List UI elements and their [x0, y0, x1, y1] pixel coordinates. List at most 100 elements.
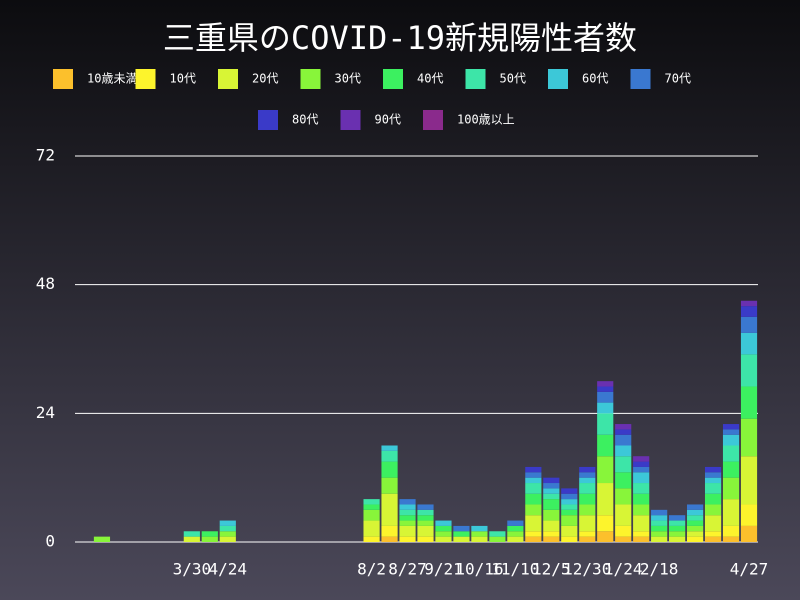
bar-segment [633, 493, 650, 505]
legend-swatch [218, 69, 238, 89]
bar-segment [489, 531, 506, 537]
bar-segment [381, 445, 398, 451]
bar-segment [543, 536, 560, 542]
x-tick-label: 4/24 [209, 560, 248, 579]
bar-segment [471, 536, 488, 542]
bar-segment [722, 445, 740, 462]
bar-segment [722, 536, 740, 542]
x-tick-label: 12/5 [532, 560, 571, 579]
bar-segment [651, 520, 668, 526]
bar-segment [417, 520, 434, 526]
bar-segment [597, 402, 614, 414]
bar-segment [579, 466, 596, 473]
bar-segment [579, 515, 596, 532]
bar-segment [525, 477, 542, 484]
legend-label: 50代 [500, 72, 526, 86]
bar-segment [399, 515, 416, 521]
bar-segment [183, 531, 200, 537]
bar-segment [633, 472, 650, 484]
bar-segment [381, 477, 398, 494]
bar-segment [669, 515, 686, 521]
bar-segment [740, 332, 758, 355]
bar-segment [633, 483, 650, 494]
bar-segment [651, 531, 668, 537]
bar-segment [507, 536, 524, 542]
bar-segment [507, 520, 524, 526]
bar-segment [363, 509, 380, 521]
legend-label: 90代 [375, 113, 401, 127]
bar-segment [525, 483, 542, 494]
bar-segment [651, 536, 668, 542]
bar-segment [417, 504, 434, 510]
bar-segment [651, 515, 668, 521]
bar-segment [525, 531, 542, 537]
bar-segment [183, 536, 200, 542]
bar-segment [201, 531, 218, 537]
legend-swatch [258, 110, 278, 130]
bar-segment [722, 477, 740, 500]
bar-segment [669, 525, 686, 532]
bar-segment [615, 536, 632, 542]
x-tick-label: 2/18 [640, 560, 679, 579]
bar-segment [525, 493, 542, 505]
bar-segment [399, 504, 416, 510]
bar-segment [687, 536, 704, 542]
legend-label: 100歳以上 [457, 113, 515, 127]
bar-segment [740, 456, 758, 505]
bar-segment [579, 493, 596, 505]
bar-segment [704, 515, 722, 532]
bar-segment [219, 536, 236, 542]
bar-segment [381, 450, 398, 462]
bar-segment [687, 515, 704, 521]
bar-segment [561, 536, 578, 542]
bar-segment [399, 520, 416, 526]
bar-segment [543, 488, 560, 494]
x-tick-label: 9/21 [424, 560, 463, 579]
bar-segment [687, 504, 704, 510]
bar-segment [597, 483, 614, 516]
x-tick-label: 4/27 [730, 560, 769, 579]
bar-segment [740, 354, 758, 387]
bar-segment [543, 477, 560, 484]
bar-segment [704, 477, 722, 484]
bar-segment [615, 504, 632, 526]
x-tick-label: 11/10 [491, 560, 539, 579]
bar-segment [561, 488, 578, 494]
bar-segment [93, 536, 111, 542]
bar-segment [435, 525, 452, 532]
legend-label: 60代 [582, 72, 608, 86]
bar-segment [633, 531, 650, 537]
bar-segment [579, 536, 596, 542]
bar-segment [201, 536, 218, 542]
bar-segment [561, 499, 578, 505]
bar-segment [525, 515, 542, 532]
bar-segment [417, 509, 434, 516]
bar-segment [579, 472, 596, 478]
bar-segment [687, 509, 704, 516]
bar-segment [579, 531, 596, 537]
bar-segment [669, 536, 686, 542]
bar-segment [399, 525, 416, 537]
bar-segment [543, 499, 560, 510]
y-tick-label: 24 [36, 403, 55, 422]
legend-label: 10歳未満 [87, 72, 137, 86]
bar-segment [615, 472, 632, 489]
bar-segment [633, 536, 650, 542]
legend-swatch [135, 69, 156, 89]
bar-segment [651, 509, 668, 516]
bar-segment [507, 525, 524, 532]
bar-segment [579, 477, 596, 484]
bar-segment [704, 466, 722, 473]
bar-segment [471, 525, 488, 532]
bar-segment [399, 536, 416, 542]
legend-swatch [383, 69, 403, 89]
bar-segment [381, 525, 398, 537]
legend-label: 70代 [665, 72, 691, 86]
bar-segment [722, 434, 740, 446]
bar-segment [561, 509, 578, 516]
bar-segment [633, 504, 650, 516]
bar-segment [722, 525, 740, 537]
x-tick-label: 8/2 [357, 560, 386, 579]
bar-segment [399, 499, 416, 505]
